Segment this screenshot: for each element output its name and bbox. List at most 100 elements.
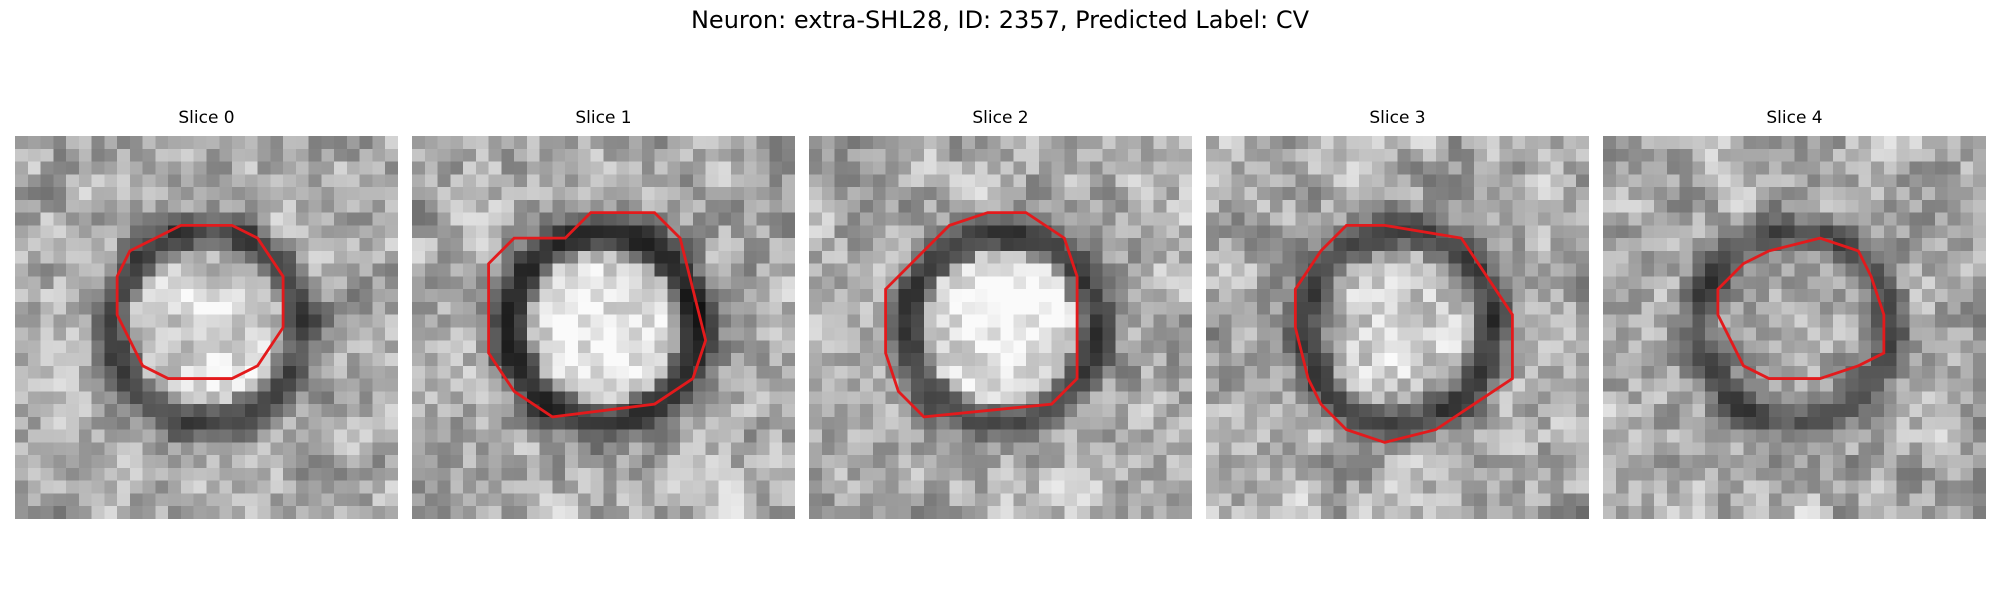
image-pixel (872, 378, 886, 392)
image-pixel (359, 378, 373, 392)
image-pixel (359, 365, 373, 379)
image-pixel (501, 148, 515, 162)
image-pixel (1820, 416, 1834, 430)
image-pixel (27, 161, 41, 175)
image-pixel (1909, 148, 1923, 162)
image-pixel (1705, 404, 1719, 418)
image-pixel (219, 404, 233, 418)
image-pixel (372, 301, 386, 315)
image-pixel (885, 467, 899, 481)
image-pixel (1717, 467, 1731, 481)
image-pixel (1576, 174, 1589, 188)
image-pixel (15, 442, 29, 456)
image-pixel (91, 429, 105, 443)
image-pixel (1537, 148, 1551, 162)
image-pixel (1448, 199, 1462, 213)
image-pixel (1781, 187, 1795, 201)
image-pixel (193, 174, 207, 188)
image-pixel (1423, 404, 1437, 418)
image-pixel (603, 276, 617, 290)
image-pixel (911, 148, 925, 162)
image-pixel (1333, 263, 1347, 277)
image-pixel (1051, 212, 1065, 226)
image-pixel (1218, 161, 1232, 175)
image-pixel (1448, 301, 1462, 315)
image-pixel (705, 136, 719, 150)
image-pixel (577, 148, 591, 162)
image-pixel (1295, 136, 1309, 150)
image-pixel (641, 365, 655, 379)
image-pixel (1692, 263, 1706, 277)
image-pixel (872, 455, 886, 469)
image-pixel (1705, 161, 1719, 175)
image-pixel (1384, 187, 1398, 201)
image-pixel (193, 314, 207, 328)
image-pixel (1871, 250, 1885, 264)
image-pixel (590, 429, 604, 443)
image-pixel (463, 340, 477, 354)
image-pixel (1435, 276, 1449, 290)
image-pixel (1666, 442, 1680, 456)
image-pixel (1947, 340, 1961, 354)
image-pixel (1537, 340, 1551, 354)
image-pixel (78, 148, 92, 162)
image-pixel (872, 404, 886, 418)
image-pixel (1807, 276, 1821, 290)
image-pixel (885, 340, 899, 354)
image-pixel (987, 493, 1001, 507)
image-pixel (577, 391, 591, 405)
image-pixel (974, 314, 988, 328)
image-pixel (936, 429, 950, 443)
image-pixel (1486, 212, 1500, 226)
image-pixel (769, 442, 783, 456)
image-pixel (1576, 378, 1589, 392)
image-pixel (1781, 289, 1795, 303)
image-pixel (756, 416, 770, 430)
image-pixel (809, 289, 823, 303)
image-pixel (667, 365, 681, 379)
image-pixel (936, 174, 950, 188)
image-pixel (936, 340, 950, 354)
image-pixel (27, 225, 41, 239)
image-pixel (885, 391, 899, 405)
image-pixel (40, 263, 54, 277)
image-pixel (692, 416, 706, 430)
image-pixel (872, 225, 886, 239)
image-pixel (1512, 314, 1526, 328)
image-pixel (180, 391, 194, 405)
image-pixel (232, 289, 246, 303)
image-pixel (705, 467, 719, 481)
image-pixel (629, 238, 643, 252)
image-pixel (1743, 276, 1757, 290)
image-pixel (1257, 136, 1271, 150)
image-pixel (1603, 493, 1617, 507)
image-pixel (667, 250, 681, 264)
image-pixel (1269, 416, 1283, 430)
image-pixel (911, 187, 925, 201)
image-pixel (1257, 250, 1271, 264)
image-pixel (1064, 442, 1078, 456)
image-pixel (1089, 404, 1103, 418)
image-pixel (1102, 455, 1116, 469)
image-pixel (117, 340, 131, 354)
image-pixel (1730, 199, 1744, 213)
image-pixel (885, 455, 899, 469)
image-pixel (193, 493, 207, 507)
image-pixel (463, 250, 477, 264)
image-pixel (1654, 467, 1668, 481)
image-pixel (654, 467, 668, 481)
image-pixel (641, 289, 655, 303)
image-pixel (1077, 378, 1091, 392)
image-pixel (180, 187, 194, 201)
image-pixel (705, 199, 719, 213)
image-pixel (1333, 327, 1347, 341)
image-pixel (872, 174, 886, 188)
image-pixel (1947, 225, 1961, 239)
image-pixel (1499, 493, 1513, 507)
image-pixel (552, 148, 566, 162)
image-pixel (1641, 391, 1655, 405)
image-pixel (847, 455, 861, 469)
image-pixel (1231, 404, 1245, 418)
image-pixel (1896, 301, 1910, 315)
image-pixel (1371, 289, 1385, 303)
